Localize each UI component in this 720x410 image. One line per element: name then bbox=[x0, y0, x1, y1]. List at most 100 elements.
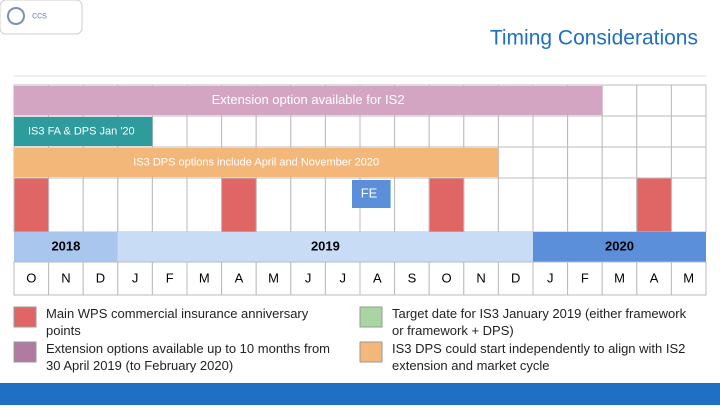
legend-text: IS3 DPS could start independently to ali… bbox=[392, 341, 686, 373]
grid-cell bbox=[186, 177, 223, 233]
legend-swatch bbox=[13, 341, 37, 363]
month-cell bbox=[13, 261, 50, 296]
year-band bbox=[533, 232, 706, 262]
month-label: N bbox=[61, 270, 70, 285]
grid-cell bbox=[463, 177, 499, 233]
bar-label: IS3 DPS options include April and Novemb… bbox=[133, 156, 379, 168]
month-cell bbox=[670, 261, 707, 296]
logo-icon bbox=[7, 7, 25, 25]
month-label: S bbox=[408, 270, 417, 285]
legend-swatch bbox=[13, 306, 37, 328]
grid-cell bbox=[636, 84, 672, 117]
legend-item: Target date for IS3 January 2019 (either… bbox=[392, 306, 687, 338]
grid-cell bbox=[255, 177, 292, 233]
bar-label: Extension option available for IS2 bbox=[212, 92, 405, 107]
month-label: M bbox=[683, 270, 694, 285]
grid-cell bbox=[670, 115, 707, 148]
legend-text: Main WPS commercial insurance anniversar… bbox=[46, 306, 309, 338]
grid-cell bbox=[670, 84, 707, 117]
grid-cell bbox=[221, 115, 257, 148]
legend-item: Extension options available up to 10 mon… bbox=[46, 341, 331, 373]
grid-cell bbox=[428, 115, 465, 148]
month-cell bbox=[324, 261, 361, 296]
grid-cell bbox=[497, 177, 534, 233]
fe-marker bbox=[352, 180, 391, 208]
grid-cell bbox=[151, 177, 188, 233]
timeline-bar bbox=[14, 117, 153, 146]
month-cell bbox=[82, 261, 119, 296]
grid-cell bbox=[290, 177, 326, 233]
month-label: F bbox=[166, 270, 174, 285]
grid-cell bbox=[151, 115, 188, 148]
month-cell bbox=[290, 261, 326, 296]
month-cell bbox=[601, 261, 638, 296]
month-cell bbox=[463, 261, 499, 296]
grid-cell bbox=[463, 115, 499, 148]
grid-cell bbox=[186, 115, 223, 148]
grid-cell bbox=[532, 177, 569, 233]
month-label: M bbox=[268, 270, 279, 285]
month-label: J bbox=[305, 270, 312, 285]
bar-label: IS3 FA & DPS Jan '20 bbox=[28, 125, 135, 137]
legend-item: IS3 DPS could start independently to ali… bbox=[392, 341, 686, 373]
grid-cell bbox=[601, 115, 638, 148]
grid-cell bbox=[290, 115, 326, 148]
anniversary-cell bbox=[221, 177, 257, 233]
grid-cell bbox=[117, 177, 153, 233]
fe-label: FE bbox=[361, 185, 378, 200]
grid-cell bbox=[567, 115, 603, 148]
month-label: M bbox=[199, 270, 210, 285]
legend-item: Main WPS commercial insurance anniversar… bbox=[46, 306, 309, 338]
year-band bbox=[117, 232, 534, 262]
month-label: F bbox=[581, 270, 589, 285]
title: Timing Considerations bbox=[490, 27, 698, 50]
year-band bbox=[14, 232, 118, 262]
month-label: D bbox=[511, 270, 520, 285]
grid-cell bbox=[394, 177, 430, 233]
month-label: D bbox=[96, 270, 105, 285]
month-label: J bbox=[132, 270, 139, 285]
grid-cell bbox=[324, 115, 361, 148]
grid-cell bbox=[497, 146, 534, 179]
anniversary-cell bbox=[636, 177, 672, 233]
grid-cell bbox=[532, 115, 569, 148]
grid-cell bbox=[670, 177, 707, 233]
month-label: M bbox=[614, 270, 625, 285]
grid-cell bbox=[636, 115, 672, 148]
grid-cell bbox=[394, 115, 430, 148]
grid-cell bbox=[532, 146, 569, 179]
legend-text: Target date for IS3 January 2019 (either… bbox=[392, 306, 687, 338]
month-cell bbox=[428, 261, 465, 296]
timeline-bar bbox=[14, 148, 499, 177]
grid-cell bbox=[601, 84, 638, 117]
year-label: 2018 bbox=[51, 238, 80, 253]
grid-cell bbox=[670, 146, 707, 179]
month-cell bbox=[567, 261, 603, 296]
grid-cell bbox=[48, 177, 84, 233]
month-label: A bbox=[373, 270, 382, 285]
year-label: 2019 bbox=[311, 238, 340, 253]
grid-cell bbox=[567, 177, 603, 233]
month-label: O bbox=[26, 270, 36, 285]
month-label: A bbox=[235, 270, 244, 285]
year-label: 2020 bbox=[605, 238, 634, 253]
grid-cell bbox=[601, 146, 638, 179]
legend-text: Extension options available up to 10 mon… bbox=[46, 341, 331, 373]
month-label: O bbox=[441, 270, 451, 285]
month-cell bbox=[255, 261, 292, 296]
month-label: N bbox=[476, 270, 485, 285]
timeline-bar bbox=[14, 86, 603, 115]
grid-cell bbox=[636, 146, 672, 179]
month-label: A bbox=[650, 270, 659, 285]
logo-text: ccs bbox=[32, 11, 47, 22]
grid-cell bbox=[255, 115, 292, 148]
month-cell bbox=[497, 261, 534, 296]
legend-swatch bbox=[359, 341, 383, 363]
grid-cell bbox=[359, 115, 396, 148]
anniversary-cell bbox=[13, 177, 50, 233]
legend-swatch bbox=[359, 306, 383, 328]
month-label: J bbox=[339, 270, 346, 285]
month-cell bbox=[532, 261, 569, 296]
grid-cell bbox=[82, 177, 119, 233]
